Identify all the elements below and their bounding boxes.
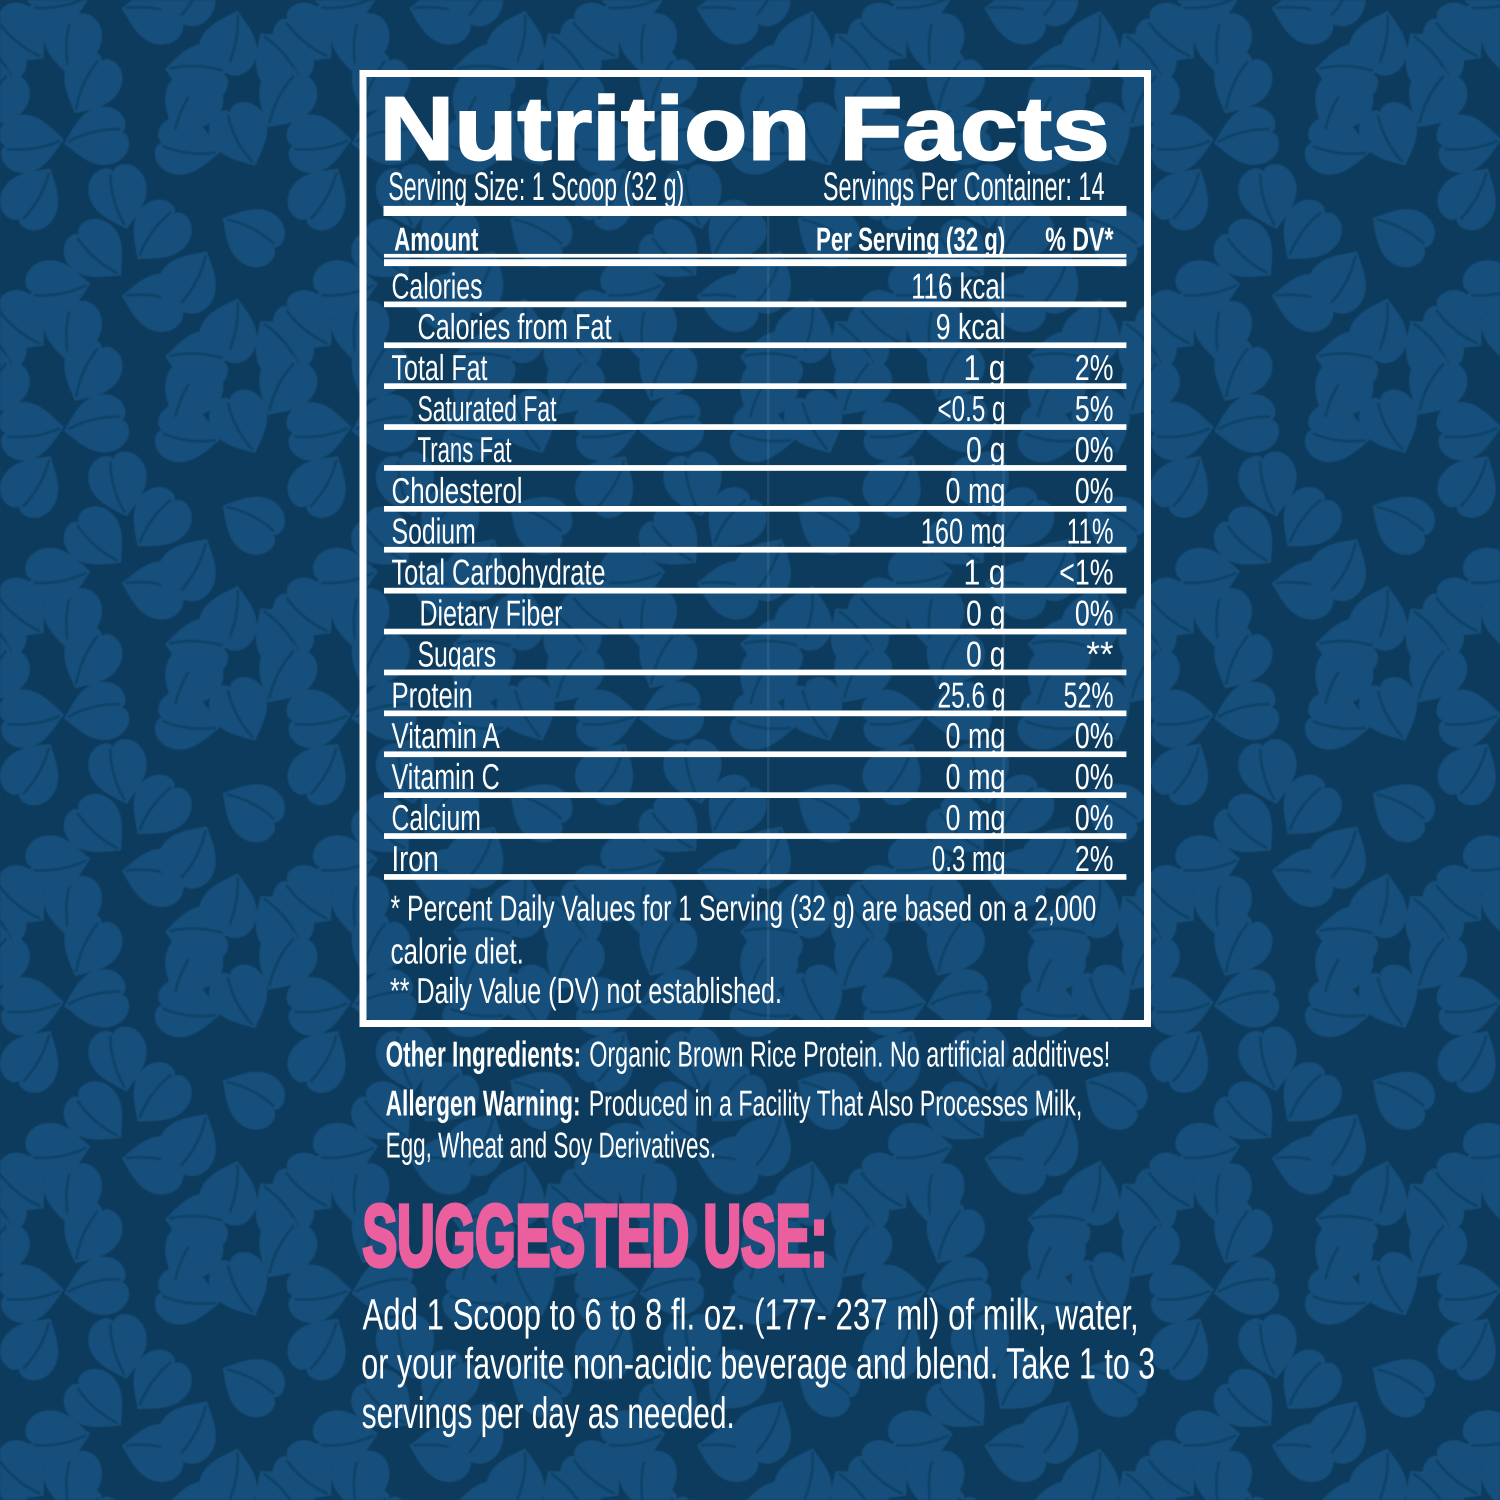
svg-text:0%: 0% <box>1075 756 1114 797</box>
svg-text:0 g: 0 g <box>966 633 1006 674</box>
svg-text:9 kcal: 9 kcal <box>936 306 1006 347</box>
svg-text:% DV*: % DV* <box>1045 221 1113 258</box>
svg-text:2%: 2% <box>1075 838 1114 879</box>
svg-text:0%: 0% <box>1075 797 1114 838</box>
svg-text:Total Carbohydrate: Total Carbohydrate <box>392 552 606 593</box>
svg-text:Serving Size: 1 Scoop (32 g): Serving Size: 1 Scoop (32 g) <box>388 165 684 209</box>
svg-text:Vitamin C: Vitamin C <box>392 756 500 797</box>
svg-text:Calcium: Calcium <box>392 797 481 838</box>
svg-text:25.6 g: 25.6 g <box>938 674 1006 715</box>
svg-text:5%: 5% <box>1075 388 1114 429</box>
svg-text:Other Ingredients:: Other Ingredients: <box>386 1034 581 1075</box>
svg-text:Calories from Fat: Calories from Fat <box>418 306 612 347</box>
svg-text:Protein: Protein <box>392 674 473 715</box>
svg-text:Total Fat: Total Fat <box>392 347 488 388</box>
svg-text:Egg, Wheat and Soy Derivatives: Egg, Wheat and Soy Derivatives. <box>386 1125 716 1166</box>
svg-text:servings per day as needed.: servings per day as needed. <box>362 1389 735 1438</box>
svg-text:52%: 52% <box>1064 674 1114 715</box>
svg-text:Amount: Amount <box>394 221 478 258</box>
svg-text:Cholesterol: Cholesterol <box>392 470 523 511</box>
svg-text:Vitamin A: Vitamin A <box>392 715 500 756</box>
svg-text:0%: 0% <box>1075 593 1114 634</box>
svg-text:Servings Per Container: 14: Servings Per Container: 14 <box>823 165 1105 209</box>
svg-text:Nutrition Facts: Nutrition Facts <box>380 80 1110 180</box>
svg-text:calorie diet.: calorie diet. <box>391 931 524 972</box>
svg-text:1 g: 1 g <box>964 552 1006 593</box>
svg-text:0 g: 0 g <box>966 593 1006 634</box>
svg-text:Sugars: Sugars <box>418 633 497 674</box>
svg-text:Saturated Fat: Saturated Fat <box>418 388 557 429</box>
svg-text:<0.5 g: <0.5 g <box>938 388 1006 429</box>
svg-text:1 g: 1 g <box>964 347 1006 388</box>
svg-text:0 g: 0 g <box>966 429 1006 470</box>
svg-text:Iron: Iron <box>392 838 439 879</box>
svg-text:Trans Fat: Trans Fat <box>418 429 512 470</box>
svg-text:Produced in a Facility That Al: Produced in a Facility That Also Process… <box>589 1083 1083 1124</box>
svg-text:Dietary Fiber: Dietary Fiber <box>420 593 563 634</box>
svg-text:116 kcal: 116 kcal <box>911 265 1005 306</box>
svg-text:SUGGESTED USE:: SUGGESTED USE: <box>363 1187 828 1284</box>
svg-text:<1%: <1% <box>1059 552 1113 593</box>
svg-text:Add 1 Scoop to 6 to 8 fl. oz.: Add 1 Scoop to 6 to 8 fl. oz. (177- 237 … <box>363 1290 1139 1339</box>
svg-text:Per Serving (32 g): Per Serving (32 g) <box>816 221 1005 258</box>
svg-text:0%: 0% <box>1075 429 1114 470</box>
svg-text:**: ** <box>1086 633 1113 674</box>
svg-text:* Percent Daily Values for 1 S: * Percent Daily Values for 1 Serving (32… <box>391 888 1097 929</box>
svg-text:0%: 0% <box>1075 715 1114 756</box>
svg-text:0 mg: 0 mg <box>946 470 1006 511</box>
svg-text:160 mg: 160 mg <box>921 511 1006 552</box>
svg-text:or your favorite non-acidic be: or your favorite non-acidic beverage and… <box>361 1340 1155 1389</box>
svg-text:0.3 mg: 0.3 mg <box>932 838 1006 879</box>
svg-text:Calories: Calories <box>392 265 483 306</box>
svg-text:0%: 0% <box>1075 470 1114 511</box>
svg-text:0 mg: 0 mg <box>946 797 1006 838</box>
svg-text:2%: 2% <box>1075 347 1114 388</box>
svg-text:Allergen Warning:: Allergen Warning: <box>386 1083 581 1124</box>
svg-text:11%: 11% <box>1067 511 1114 552</box>
svg-text:0 mg: 0 mg <box>946 715 1006 756</box>
svg-text:Organic Brown Rice Protein. No: Organic Brown Rice Protein. No artificia… <box>589 1034 1110 1075</box>
svg-text:** Daily Value (DV) not establ: ** Daily Value (DV) not established. <box>390 970 782 1011</box>
svg-text:0 mg: 0 mg <box>946 756 1006 797</box>
svg-text:Sodium: Sodium <box>392 511 476 552</box>
